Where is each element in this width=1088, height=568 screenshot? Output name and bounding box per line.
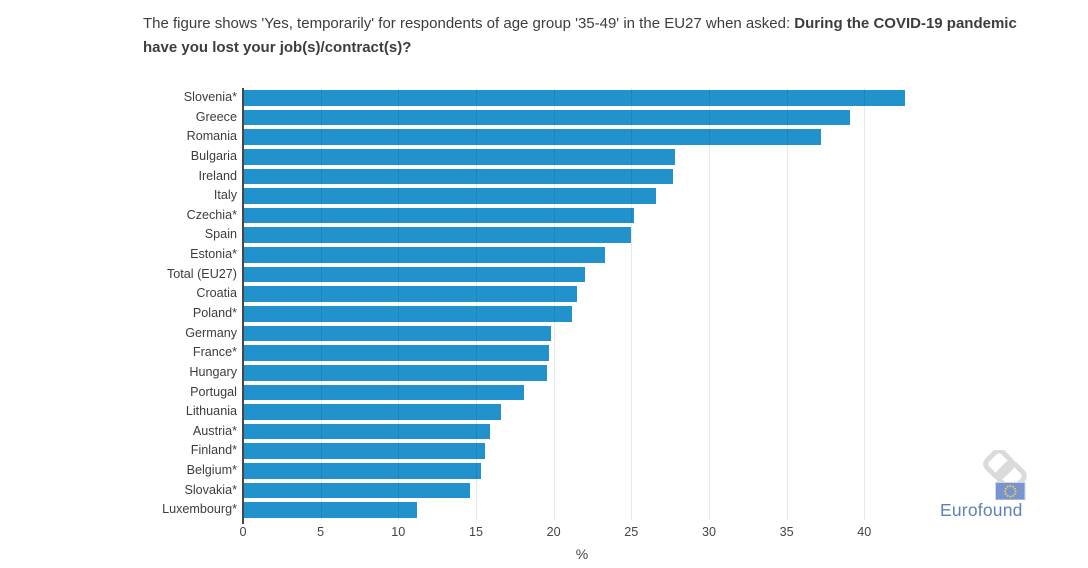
eu-star xyxy=(1012,494,1014,497)
gridline-40 xyxy=(864,88,866,520)
x-tick-label-40: 40 xyxy=(857,525,872,539)
bar-italy[interactable] xyxy=(243,188,657,204)
x-tick-label-10: 10 xyxy=(391,525,406,539)
category-label-austria: Austria* xyxy=(192,423,237,438)
eu-star xyxy=(1013,493,1016,495)
bar-ireland[interactable] xyxy=(243,168,674,185)
x-axis-label: % xyxy=(575,546,589,562)
x-tick-label-20: 20 xyxy=(546,525,561,539)
category-label-france: France* xyxy=(192,345,237,360)
bar-hungary[interactable] xyxy=(243,364,548,381)
category-label-romania: Romania xyxy=(186,129,237,144)
bar-belgium[interactable] xyxy=(243,463,481,479)
eu-star xyxy=(1004,493,1007,495)
category-label-poland: Poland* xyxy=(192,306,237,320)
eu-flag-icon xyxy=(995,482,1026,500)
bar-greece[interactable] xyxy=(243,109,851,126)
figure-caption: The figure shows 'Yes, temporarily' for … xyxy=(143,12,1035,60)
category-label-finland: Finland* xyxy=(190,443,237,458)
category-label-lithuania: Lithuania xyxy=(185,404,237,419)
category-label-estonia: Estonia* xyxy=(190,247,237,262)
bar-estonia[interactable] xyxy=(243,247,605,263)
x-tick-label-30: 30 xyxy=(701,525,716,539)
bar-france[interactable] xyxy=(243,345,549,361)
x-tick-label-25: 25 xyxy=(624,525,639,539)
x-tick-label-15: 15 xyxy=(468,525,483,539)
caption-question: During the COVID-19 pandemic have you lo… xyxy=(143,15,1017,56)
gridline-5 xyxy=(320,88,322,520)
category-label-luxembourg: Luxembourg* xyxy=(162,502,237,517)
bar-czechia[interactable] xyxy=(243,207,635,224)
category-label-total-eu27: Total (EU27) xyxy=(167,266,237,281)
category-label-spain: Spain xyxy=(204,227,237,242)
bar-lithuania[interactable] xyxy=(243,404,501,420)
category-label-slovenia: Slovenia* xyxy=(183,90,237,104)
bar-slovenia[interactable] xyxy=(243,90,905,106)
gridline-25 xyxy=(631,88,633,520)
category-label-slovakia: Slovakia* xyxy=(184,482,237,497)
bar-luxembourg[interactable] xyxy=(243,502,417,518)
category-label-ireland: Ireland xyxy=(198,168,237,183)
gridline-30 xyxy=(708,88,710,520)
category-label-hungary: Hungary xyxy=(189,364,237,379)
bar-croatia[interactable] xyxy=(243,286,577,302)
x-tick-label-0: 0 xyxy=(239,525,247,539)
eu-star xyxy=(1006,485,1009,488)
category-label-greece: Greece xyxy=(195,109,237,124)
eu-star xyxy=(1013,487,1016,490)
bar-finland[interactable] xyxy=(243,443,486,460)
category-label-bulgaria: Bulgaria xyxy=(190,148,237,163)
gridline-35 xyxy=(786,88,788,520)
caption-prefix: The figure shows 'Yes, temporarily' for … xyxy=(143,15,795,32)
gridline-15 xyxy=(475,88,477,520)
bar-chart-plot-area xyxy=(242,88,921,524)
category-label-czechia: Czechia* xyxy=(186,207,237,222)
bar-slovakia[interactable] xyxy=(243,482,470,499)
x-axis-ticks: 0 5 10 15 20 25 30 35 40 xyxy=(239,525,921,541)
eu-star xyxy=(1009,495,1012,498)
bar-bulgaria[interactable] xyxy=(243,148,675,165)
category-label-croatia: Croatia xyxy=(196,286,237,301)
bar-total-eu27[interactable] xyxy=(243,266,585,283)
bar-portugal[interactable] xyxy=(243,384,525,401)
category-label-portugal: Portugal xyxy=(190,384,237,399)
bar-austria[interactable] xyxy=(243,423,490,440)
y-axis-line xyxy=(242,88,244,524)
eurofound-wordmark: Eurofound xyxy=(940,500,1023,520)
gridline-20 xyxy=(553,88,555,520)
bar-germany[interactable] xyxy=(243,325,551,342)
eu-star xyxy=(1009,485,1012,487)
eu-star xyxy=(1004,490,1006,493)
bar-romania[interactable] xyxy=(243,129,821,145)
category-label-belgium: Belgium* xyxy=(186,463,237,478)
category-labels: Slovenia* Greece Romania Bulgaria Ireland Ita… xyxy=(0,88,237,520)
chain-link-icon xyxy=(983,450,1015,480)
eurofound-logo-mark xyxy=(983,450,1027,500)
x-tick-label-35: 35 xyxy=(779,525,794,539)
eu-star xyxy=(1014,490,1017,493)
x-tick-label-5: 5 xyxy=(317,525,325,539)
eu-star xyxy=(1006,494,1009,497)
eu-star xyxy=(1012,485,1014,488)
gridline-10 xyxy=(398,88,400,520)
eurofound-logo: Eurofound xyxy=(938,447,1086,523)
eu-star xyxy=(1004,487,1007,490)
category-label-germany: Germany xyxy=(185,325,237,340)
category-label-italy: Italy xyxy=(213,188,237,203)
bar-poland[interactable] xyxy=(243,306,573,322)
bar-spain[interactable] xyxy=(243,227,632,244)
